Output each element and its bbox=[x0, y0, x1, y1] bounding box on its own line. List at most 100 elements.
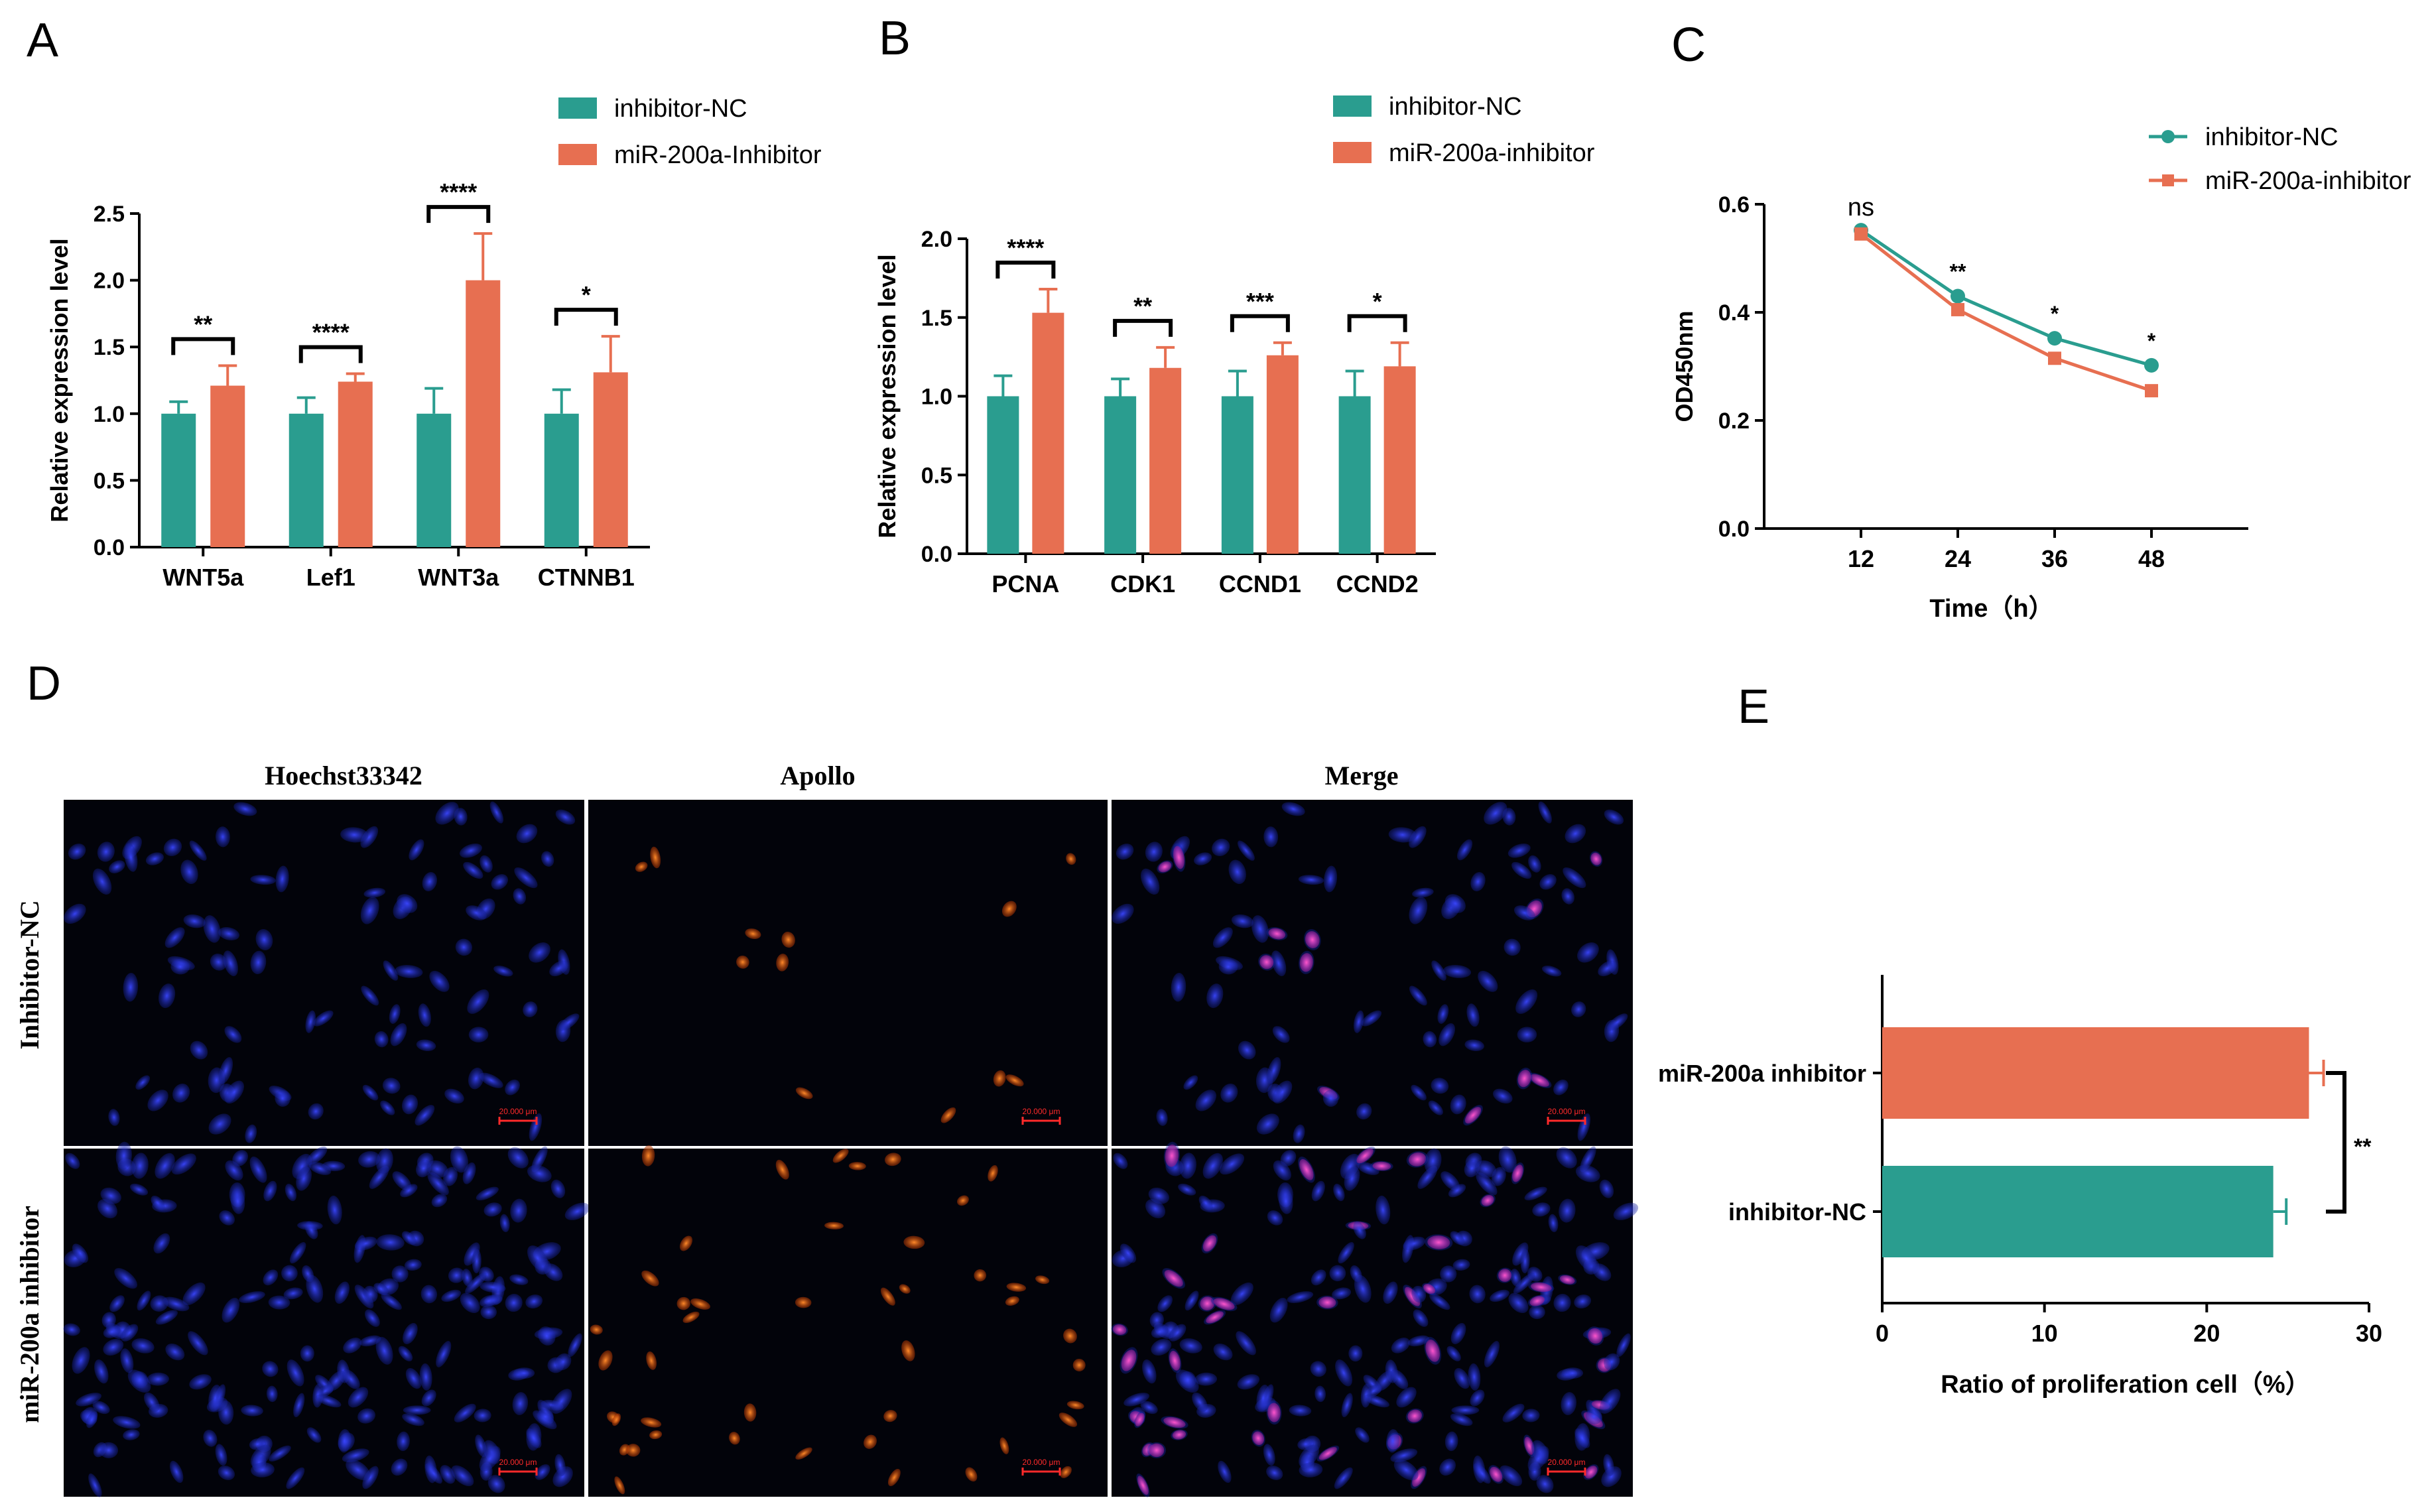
nucleus-blue bbox=[1202, 1153, 1223, 1179]
x-tick-label: PCNA bbox=[992, 570, 1059, 598]
nucleus-blue bbox=[1457, 839, 1473, 861]
nucleus-blue bbox=[1151, 1338, 1172, 1356]
nucleus-blue bbox=[1293, 1124, 1305, 1143]
nucleus-blue bbox=[219, 1210, 235, 1226]
nucleus-blue bbox=[1169, 1324, 1186, 1342]
nucleus-blue bbox=[403, 1322, 418, 1344]
nucleus-blue bbox=[313, 1010, 334, 1027]
nucleus-blue bbox=[306, 1427, 322, 1443]
nucleus-apollo-positive bbox=[1005, 1296, 1019, 1306]
nucleus-blue bbox=[1157, 1295, 1173, 1312]
nucleus-apollo-positive bbox=[745, 928, 761, 939]
nucleus-blue bbox=[145, 852, 164, 865]
nucleus-apollo-positive bbox=[1072, 1358, 1086, 1371]
nucleus-blue bbox=[1538, 801, 1552, 824]
nucleus-blue bbox=[1577, 942, 1599, 963]
row-title-mir200a-inhibitor: miR-200a inhibitor bbox=[15, 1206, 44, 1423]
legend-marker-inhibitor bbox=[2162, 174, 2174, 186]
nucleus-blue bbox=[476, 1186, 499, 1201]
nucleus-apollo-positive bbox=[1001, 901, 1017, 917]
series-line-inhibitor bbox=[1860, 232, 2152, 393]
nucleus-blue bbox=[529, 1113, 543, 1141]
nucleus-blue bbox=[529, 942, 550, 963]
nucleus-blue bbox=[1508, 1292, 1529, 1314]
nucleus-blue bbox=[505, 1079, 520, 1096]
bar-inhibitor bbox=[466, 280, 501, 547]
data-point-inhibitor bbox=[2048, 351, 2061, 365]
nucleus-blue bbox=[1446, 1346, 1461, 1361]
nucleus-blue bbox=[373, 1283, 389, 1295]
nucleus-blue bbox=[436, 1341, 452, 1367]
nucleus-apollo-positive bbox=[940, 1107, 956, 1123]
nucleus-merged-positive bbox=[1163, 1417, 1186, 1428]
nucleus-blue bbox=[143, 1392, 160, 1412]
nucleus-blue bbox=[467, 989, 489, 1014]
chart-b: 0.0 0.5 1.0 1.5 2.0 Relative expression level… bbox=[873, 93, 1595, 598]
nucleus-blue bbox=[450, 1146, 468, 1173]
nucleus-blue bbox=[170, 959, 190, 975]
nucleus-blue bbox=[1520, 1249, 1530, 1274]
nucleus-blue bbox=[1577, 1113, 1591, 1141]
nucleus-blue bbox=[1311, 1180, 1325, 1202]
nucleus-blue bbox=[1450, 1231, 1465, 1245]
nucleus-blue bbox=[463, 861, 483, 879]
nucleus-blue bbox=[1179, 1371, 1196, 1389]
nucleus-blue bbox=[1553, 1294, 1571, 1312]
nucleus-blue bbox=[1195, 1090, 1216, 1111]
nucleus-blue bbox=[1396, 1387, 1417, 1408]
significance-bracket bbox=[1347, 314, 1407, 332]
y-tick-label: 0.5 bbox=[94, 468, 125, 493]
nucleus-blue bbox=[376, 1234, 405, 1251]
nucleus-blue bbox=[1556, 1147, 1577, 1168]
nucleus-apollo-positive bbox=[635, 861, 648, 872]
nucleus-blue bbox=[1198, 1195, 1213, 1211]
nucleus-merged-positive bbox=[1531, 1282, 1552, 1292]
legend-label: inhibitor-NC bbox=[2205, 123, 2338, 151]
nucleus-blue bbox=[1194, 1372, 1218, 1386]
nucleus-blue bbox=[1470, 872, 1486, 892]
nucleus-blue bbox=[362, 1466, 379, 1489]
nucleus-blue bbox=[1171, 972, 1186, 1002]
nucleus-blue bbox=[151, 1195, 165, 1211]
nucleus-blue bbox=[266, 1385, 278, 1403]
nucleus-blue bbox=[535, 1464, 550, 1480]
nucleus-blue bbox=[1341, 1393, 1353, 1418]
nucleus-blue bbox=[1469, 1285, 1486, 1304]
nucleus-blue bbox=[564, 1202, 590, 1220]
nucleus-blue bbox=[1536, 1475, 1554, 1493]
y-tick-label: 0.2 bbox=[1718, 409, 1750, 434]
nucleus-blue bbox=[172, 1083, 190, 1103]
nucleus-blue bbox=[375, 1336, 393, 1365]
nucleus-blue bbox=[1314, 1385, 1326, 1403]
nucleus-apollo-positive bbox=[988, 1165, 998, 1182]
nucleus-blue bbox=[124, 843, 138, 872]
nucleus-blue bbox=[285, 1184, 297, 1202]
nucleus-blue bbox=[537, 1409, 554, 1424]
nucleus-blue bbox=[348, 1387, 369, 1408]
nucleus-blue bbox=[1561, 1392, 1576, 1415]
nucleus-blue bbox=[1230, 1282, 1253, 1306]
nucleus-blue bbox=[1220, 1083, 1238, 1103]
nucleus-blue bbox=[525, 1294, 543, 1309]
nucleus-blue bbox=[305, 1010, 316, 1033]
nucleus-blue bbox=[296, 1166, 312, 1191]
nucleus-merged-positive bbox=[1425, 1340, 1441, 1362]
nucleus-blue bbox=[1263, 826, 1279, 848]
nucleus-blue bbox=[1236, 1331, 1256, 1355]
nucleus-blue bbox=[1353, 1010, 1364, 1033]
nucleus-blue bbox=[1548, 1214, 1559, 1233]
significance-bracket bbox=[171, 337, 235, 355]
nucleus-blue bbox=[263, 1180, 277, 1202]
chart-a: 0.0 0.5 1.0 1.5 2.0 2.5 Relative expression le… bbox=[46, 95, 822, 591]
nucleus-blue bbox=[1444, 894, 1466, 913]
series-line-nc bbox=[1860, 229, 2152, 367]
panel-label-e: E bbox=[1738, 680, 1769, 733]
nucleus-apollo-positive bbox=[641, 1270, 659, 1287]
nucleus-blue bbox=[480, 1281, 506, 1293]
nucleus-blue bbox=[1451, 1405, 1480, 1415]
nucleus-merged-positive bbox=[1299, 953, 1313, 972]
nucleus-apollo-positive bbox=[880, 1287, 895, 1306]
nucleus-merged-positive bbox=[1173, 846, 1185, 869]
y-tick-label: 0.6 bbox=[1718, 192, 1750, 218]
